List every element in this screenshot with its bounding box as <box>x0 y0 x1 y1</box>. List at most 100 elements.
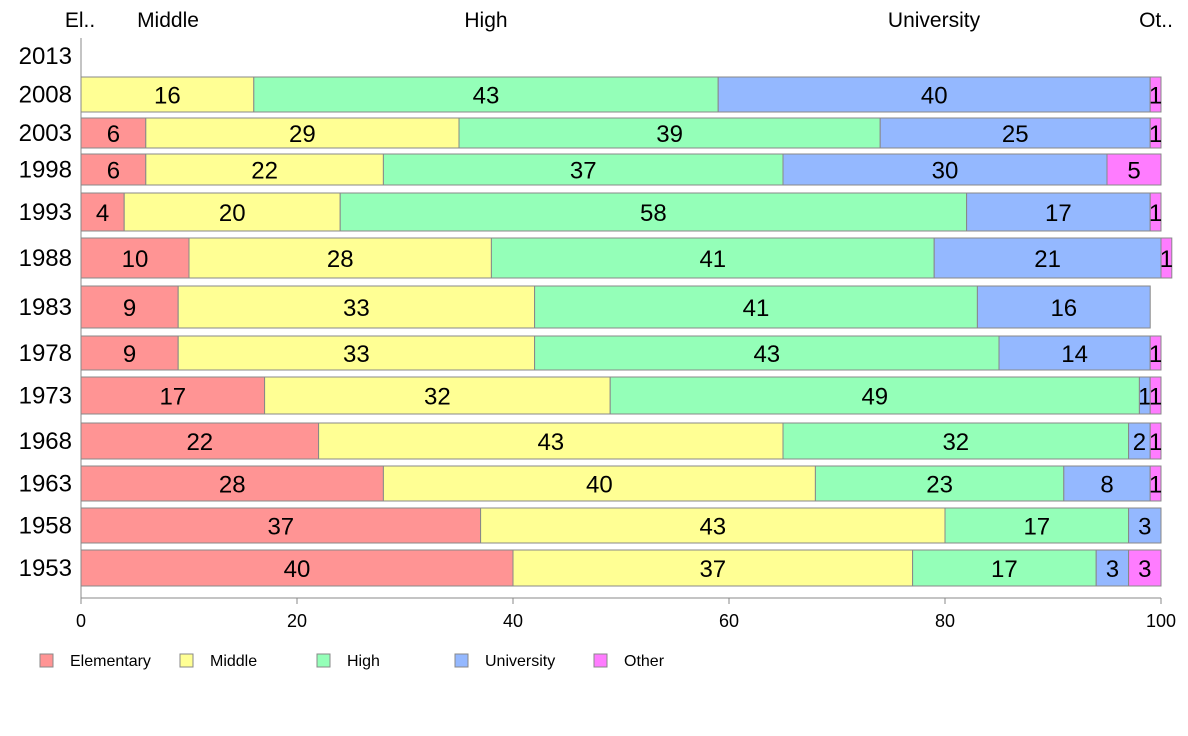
category-labels: 2013 2008 2003 1998 1993 1988 1983 1978 1973 1968… <box>19 43 72 582</box>
category-label-1963: 1963 <box>19 471 72 498</box>
bar-1963-university <box>1063 465 1151 502</box>
bar-label-1988-university: 21 <box>1034 246 1061 273</box>
bar-1988-elementary <box>80 237 190 279</box>
bar-1958-university <box>1128 507 1162 544</box>
bar-1978-university <box>998 335 1151 371</box>
bar-1983-university <box>976 285 1151 329</box>
bar-label-1993-university: 17 <box>1045 200 1072 227</box>
bar-label-2003-other: 1 <box>1149 121 1162 148</box>
bar-1973-high <box>609 376 1140 415</box>
bar-label-1998-middle: 22 <box>251 158 278 185</box>
bar-label-1993-elementary: 4 <box>96 200 109 227</box>
bar-1963-elementary <box>80 465 384 502</box>
category-label-1983: 1983 <box>19 294 72 321</box>
bar-2008-high <box>253 76 719 113</box>
bar-1963-other <box>1149 465 1162 502</box>
bar-1953-other <box>1128 549 1162 587</box>
x-tick-label-80: 80 <box>935 611 955 631</box>
category-label-1978: 1978 <box>19 340 72 367</box>
bar-label-1983-middle: 33 <box>343 295 370 322</box>
bar-label-1968-high: 32 <box>942 429 969 456</box>
bar-2003-other <box>1149 117 1162 149</box>
bar-label-2003-university: 25 <box>1002 121 1029 148</box>
bar-1998-elementary <box>80 153 147 186</box>
bar-1978-middle <box>177 335 536 371</box>
bar-1993-other <box>1149 192 1162 232</box>
bar-1963-middle <box>382 465 816 502</box>
bar-label-2008-university: 40 <box>921 83 948 110</box>
x-axis: 0 20 40 60 80 100 <box>76 38 1176 631</box>
bar-label-1963-middle: 40 <box>586 472 613 499</box>
bar-label-1953-other: 3 <box>1138 556 1151 583</box>
legend-swatch-high <box>316 653 331 668</box>
category-label-1968: 1968 <box>19 428 72 455</box>
top-label-middle: Middle <box>137 9 199 32</box>
top-label-university: University <box>888 9 981 32</box>
bar-1968-middle <box>318 422 784 460</box>
category-label-2003: 2003 <box>19 120 72 147</box>
bar-label-1973-university: 1 <box>1138 384 1151 411</box>
legend-label-other: Other <box>624 653 665 670</box>
bar-label-1963-other: 1 <box>1149 472 1162 499</box>
bar-label-1978-elementary: 9 <box>123 341 136 368</box>
bar-label-1978-high: 43 <box>753 341 780 368</box>
bar-label-1998-other: 5 <box>1127 158 1140 185</box>
bar-1993-elementary <box>80 192 125 232</box>
x-tick-label-60: 60 <box>719 611 739 631</box>
bar-1978-other <box>1149 335 1162 371</box>
bar-1983-high <box>534 285 978 329</box>
bar-2008-middle <box>80 76 255 113</box>
bar-1968-other <box>1149 422 1162 460</box>
bar-1968-high <box>782 422 1130 460</box>
bar-1983-middle <box>177 285 536 329</box>
bar-label-2008-other: 1 <box>1149 83 1162 110</box>
bar-label-1983-high: 41 <box>743 295 770 322</box>
bar-2008-other <box>1149 76 1162 113</box>
bar-label-1958-middle: 43 <box>699 514 726 541</box>
bar-1953-high <box>912 549 1097 587</box>
bar-label-1998-university: 30 <box>932 158 959 185</box>
bar-1988-other <box>1160 237 1173 279</box>
legend-swatch-other <box>593 653 608 668</box>
bar-label-1988-middle: 28 <box>327 246 354 273</box>
bar-1993-university <box>966 192 1151 232</box>
bar-label-1953-high: 17 <box>991 556 1018 583</box>
bar-label-1963-university: 8 <box>1100 472 1113 499</box>
bar-1973-other <box>1149 376 1162 415</box>
top-label-high: High <box>464 9 507 32</box>
bar-label-1973-middle: 32 <box>424 384 451 411</box>
bar-1968-elementary <box>80 422 320 460</box>
legend: Elementary Middle High University Other <box>39 653 665 670</box>
bar-1958-middle <box>480 507 946 544</box>
category-label-1998: 1998 <box>19 157 72 184</box>
bar-1953-university <box>1095 549 1130 587</box>
bar-label-1978-university: 14 <box>1061 341 1088 368</box>
bar-1993-high <box>339 192 968 232</box>
bar-label-1988-other: 1 <box>1160 246 1173 273</box>
category-label-2008: 2008 <box>19 82 72 109</box>
category-label-1988: 1988 <box>19 245 72 272</box>
bar-label-2003-middle: 29 <box>289 121 316 148</box>
top-label-elementary: El.. <box>65 9 95 32</box>
bar-1978-high <box>534 335 1000 371</box>
bar-label-1998-elementary: 6 <box>107 158 120 185</box>
x-tick-label-40: 40 <box>503 611 523 631</box>
bar-label-1958-university: 3 <box>1138 514 1151 541</box>
bar-1998-middle <box>145 153 384 186</box>
bar-1953-middle <box>512 549 914 587</box>
bar-label-1988-elementary: 10 <box>122 246 149 273</box>
bar-label-1958-elementary: 37 <box>267 514 294 541</box>
legend-swatch-middle <box>179 653 194 668</box>
category-label-1973: 1973 <box>19 383 72 410</box>
bar-label-1998-high: 37 <box>570 158 597 185</box>
legend-label-elementary: Elementary <box>70 653 151 670</box>
bar-label-2008-middle: 16 <box>154 83 181 110</box>
bar-label-2003-elementary: 6 <box>107 121 120 148</box>
bar-1973-elementary <box>80 376 266 415</box>
category-label-2013: 2013 <box>19 43 72 70</box>
bar-label-1958-high: 17 <box>1023 514 1050 541</box>
bar-1998-university <box>782 153 1108 186</box>
bar-label-1963-elementary: 28 <box>219 472 246 499</box>
top-segment-labels: El.. Middle High University Ot.. <box>65 9 1173 32</box>
